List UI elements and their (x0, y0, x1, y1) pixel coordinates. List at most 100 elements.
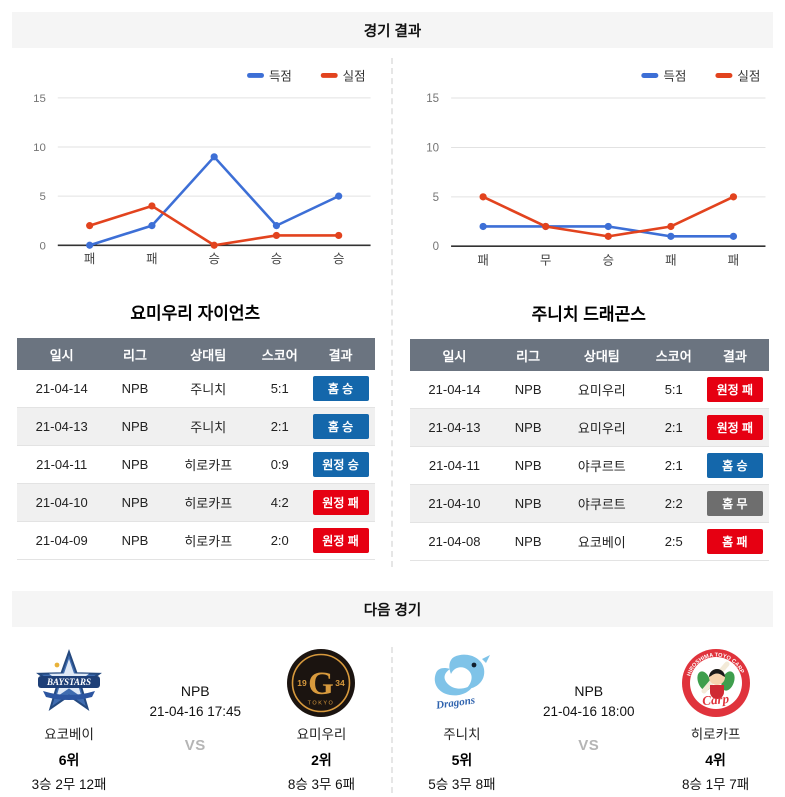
result-badge: 홈 패 (707, 529, 763, 554)
next-match-datetime: 21-04-16 18:00 (531, 704, 646, 719)
match-result-cell: 홈 승 (701, 447, 769, 485)
match-result-cell: 홈 승 (307, 408, 375, 446)
data-point (211, 242, 218, 249)
match-result-cell: 원정 패 (701, 371, 769, 409)
data-point (273, 222, 280, 229)
match-league: NPB (499, 447, 557, 485)
match-score: 0:9 (253, 446, 307, 484)
match-league: NPB (106, 370, 163, 408)
team-name: 요코베이 (0, 723, 138, 743)
match-score: 2:2 (647, 485, 701, 523)
data-point (211, 153, 218, 160)
next-section-title: 다음 경기 (364, 599, 421, 620)
match-result-cell: 원정 패 (307, 484, 375, 522)
data-point (148, 202, 155, 209)
y-tick-label: 10 (426, 142, 439, 154)
chart-legend-item: 실점 (715, 70, 760, 84)
svg-text:BAYSTARS: BAYSTARS (46, 677, 91, 687)
y-tick-label: 15 (426, 93, 439, 105)
match-league: NPB (499, 409, 557, 447)
match-date: 21-04-10 (17, 484, 106, 522)
match-date: 21-04-13 (410, 409, 500, 447)
match-opponent: 히로카프 (164, 446, 253, 484)
match-result-cell: 원정 승 (307, 446, 375, 484)
svg-text:G: G (309, 666, 335, 702)
svg-text:34: 34 (336, 678, 346, 688)
match-date: 21-04-14 (410, 371, 500, 409)
match-league: NPB (106, 446, 163, 484)
result-badge: 원정 승 (313, 452, 369, 477)
team-rank: 5위 (393, 750, 532, 770)
y-tick-label: 15 (33, 93, 46, 105)
legend-label: 실점 (343, 69, 366, 83)
team-rank: 4위 (646, 750, 785, 770)
match-score: 2:1 (647, 447, 701, 485)
match-opponent: 야쿠르트 (557, 447, 647, 485)
match-date: 21-04-10 (410, 485, 500, 523)
match-score: 2:5 (647, 523, 701, 561)
match-opponent: 히로카프 (164, 484, 253, 522)
match-league: NPB (499, 485, 557, 523)
baystars-logo-icon: BAYSTARS (33, 647, 105, 719)
data-point (604, 223, 611, 230)
x-tick-label: 무 (539, 253, 551, 267)
match-score: 2:0 (253, 522, 307, 560)
x-tick-label: 승 (602, 253, 614, 267)
match-result-cell: 홈 패 (701, 523, 769, 561)
match-league: NPB (106, 484, 163, 522)
data-point (667, 223, 674, 230)
data-point (604, 233, 611, 240)
team-record: 5승 3무 8패 (393, 773, 532, 793)
match-opponent: 히로카프 (164, 522, 253, 560)
x-tick-label: 패 (146, 252, 157, 266)
data-point (729, 233, 736, 240)
data-point (335, 193, 342, 200)
result-badge: 원정 패 (707, 377, 763, 402)
data-point (479, 193, 486, 200)
concede-line-series (479, 193, 737, 240)
result-badge: 홈 승 (313, 414, 369, 439)
x-tick-label: 패 (84, 252, 95, 266)
team-record: 3승 2무 12패 (0, 773, 138, 793)
match-score: 2:1 (253, 408, 307, 446)
match-opponent: 야쿠르트 (557, 485, 647, 523)
table-header-cell: 상대팀 (557, 339, 647, 371)
match-result-cell: 원정 패 (701, 409, 769, 447)
vs-label: VS (138, 737, 252, 754)
match-score: 4:2 (253, 484, 307, 522)
team-record: 8승 3무 6패 (252, 773, 390, 793)
result-badge: 홈 승 (313, 376, 369, 401)
match-league: NPB (499, 371, 557, 409)
results-section-header: 경기 결과 (12, 12, 773, 48)
svg-text:TOKYO: TOKYO (308, 701, 335, 707)
match-result-cell: 홈 승 (307, 370, 375, 408)
team-rank: 6위 (0, 750, 138, 770)
vs-label: VS (531, 737, 646, 754)
next-match-league: NPB (138, 683, 252, 699)
data-point (667, 233, 674, 240)
match-league: NPB (499, 523, 557, 561)
x-tick-label: 패 (727, 253, 739, 267)
match-league: NPB (106, 408, 163, 446)
match-date: 21-04-13 (17, 408, 106, 446)
match-result-cell: 홈 무 (701, 485, 769, 523)
y-tick-label: 5 (432, 192, 438, 204)
table-header-cell: 리그 (106, 338, 163, 370)
data-point (479, 223, 486, 230)
legend-label: 실점 (737, 70, 760, 84)
match-opponent: 요미우리 (557, 371, 647, 409)
